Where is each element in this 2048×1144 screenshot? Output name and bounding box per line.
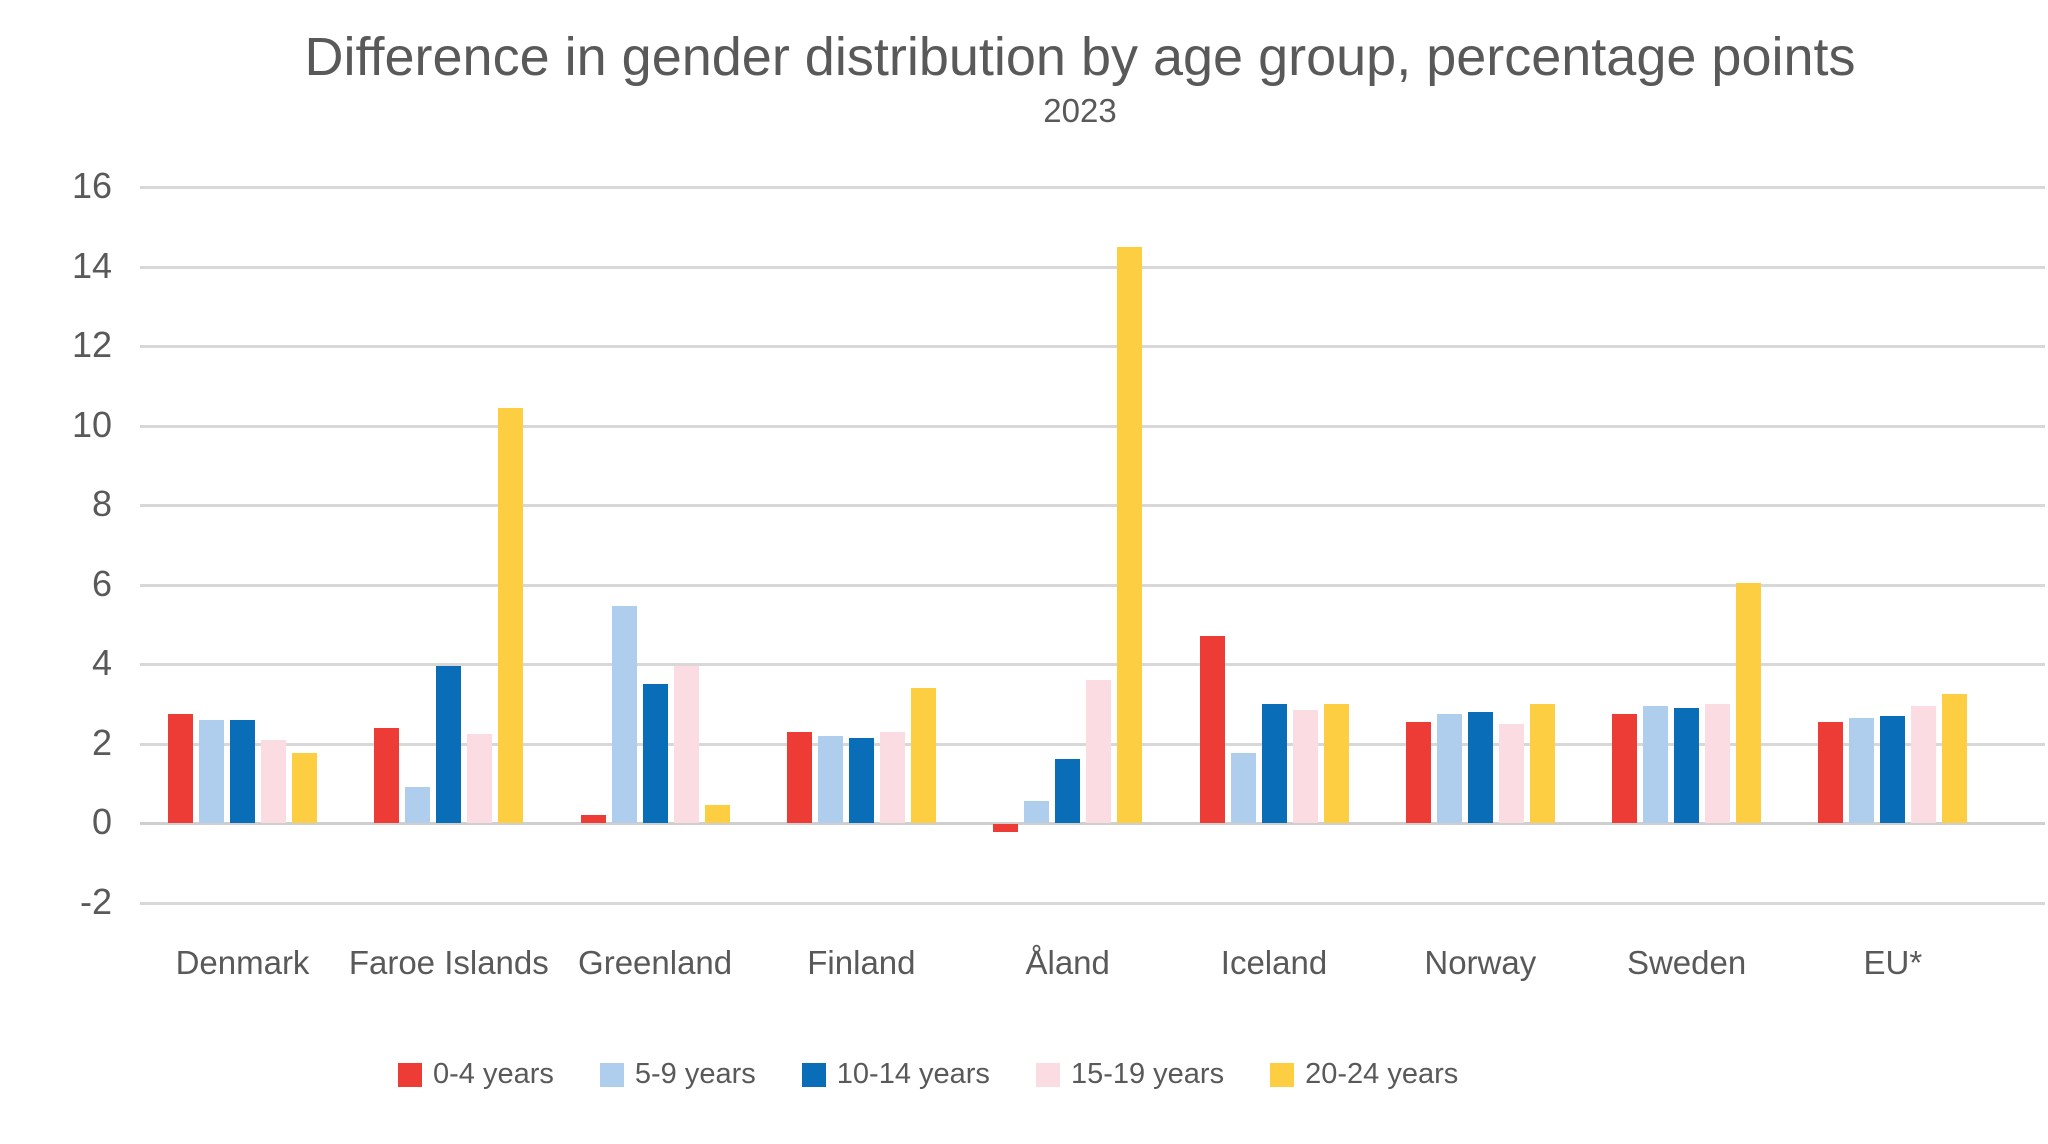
x-category-label-eu-: EU* [1863,944,1923,981]
bar-norway-0-4-years [1405,721,1431,823]
y-gridline-6 [140,583,2045,587]
bar-faroe-islands-15-19-years [467,733,493,823]
bar-faroe-islands-20-24-years [498,407,524,823]
bar-finland-15-19-years [879,731,905,823]
bar-finland-20-24-years [910,687,936,823]
y-tick-label-12: 12 [71,324,112,365]
bar-norway-10-14-years [1467,711,1493,823]
bar-finland-0-4-years [786,731,812,823]
bar-eu--15-19-years [1911,705,1937,823]
legend-swatch-icon [599,1062,624,1087]
y-tick-label-16: 16 [71,165,112,206]
legend-label: 10-14 years [836,1058,990,1090]
bar-denmark-15-19-years [261,739,286,823]
bar-denmark-5-9-years [199,719,224,823]
legend-label: 0-4 years [433,1058,554,1090]
bar-sweden-10-14-years [1674,707,1700,823]
bar-eu--0-4-years [1818,721,1844,823]
legend-label: 5-9 years [634,1058,756,1090]
bar-denmark-10-14-years [230,719,255,823]
bar-faroe-islands-5-9-years [405,787,431,823]
bar-iceland-0-4-years [1199,636,1225,823]
legend-item-15-19-years: 15-19 years [1035,1058,1225,1091]
bar-denmark-20-24-years [292,753,317,823]
bar-greenland-0-4-years [580,815,606,823]
bar--land-15-19-years [1086,679,1112,823]
x-category-label-faroe-islands: Faroe Islands [348,944,549,981]
y-gridline-0 [140,822,2045,825]
bar-greenland-5-9-years [611,606,637,823]
legend-item-0-4-years: 0-4 years [398,1058,554,1091]
bar-greenland-20-24-years [704,805,730,823]
y-gridline--2 [140,901,2045,905]
y-gridline-14 [140,265,2045,269]
y-tick-label--2: -2 [79,880,112,922]
bar-sweden-5-9-years [1643,705,1669,823]
x-category-label-sweden: Sweden [1626,944,1747,981]
bar-eu--20-24-years [1942,693,1968,823]
bar-greenland-15-19-years [673,665,699,823]
legend-swatch-icon [1035,1062,1060,1087]
y-gridline-10 [140,424,2045,428]
bar-finland-10-14-years [848,737,874,823]
chart-subtitle: 2023 [1043,92,1117,129]
bar-denmark-0-4-years [168,713,193,823]
bar-eu--10-14-years [1880,715,1906,823]
bar-iceland-15-19-years [1292,709,1318,823]
y-gridline-16 [140,186,2045,189]
chart-title: Difference in gender distribution by age… [304,27,1856,87]
x-category-label-denmark: Denmark [175,944,310,981]
bar-norway-20-24-years [1529,703,1555,823]
legend-item-10-14-years: 10-14 years [801,1058,990,1091]
y-tick-label-2: 2 [91,721,112,763]
x-category-label-finland: Finland [807,944,916,981]
y-tick-label-6: 6 [91,562,112,604]
bar-iceland-10-14-years [1261,703,1287,823]
bar-greenland-10-14-years [642,683,668,823]
bar-faroe-islands-10-14-years [436,665,462,823]
legend: 0-4 years 5-9 years 10-14 years 15-19 years… [398,1058,1458,1091]
y-tick-label-10: 10 [71,403,112,445]
x-category-label-greenland: Greenland [578,944,733,981]
bar-norway-15-19-years [1498,723,1524,823]
bar--land-20-24-years [1117,246,1143,823]
bar-sweden-15-19-years [1705,703,1731,823]
legend-item-5-9-years: 5-9 years [599,1058,756,1091]
bar-eu--5-9-years [1849,717,1875,823]
y-tick-label-8: 8 [91,483,112,524]
y-gridline-4 [140,663,2045,666]
legend-item-20-24-years: 20-24 years [1270,1058,1458,1091]
y-tick-label-0: 0 [91,801,112,842]
y-tick-label-4: 4 [91,642,112,683]
legend-swatch-icon [1270,1062,1295,1087]
bar-iceland-20-24-years [1323,703,1349,823]
legend-swatch-icon [398,1062,422,1087]
x-category-label-norway: Norway [1424,944,1537,981]
bar-iceland-5-9-years [1230,753,1256,823]
y-tick-label-14: 14 [71,244,112,286]
bar-faroe-islands-0-4-years [374,727,400,823]
y-gridline-12 [140,345,2045,348]
x-category-label--land: Åland [1025,944,1110,981]
bar-sweden-20-24-years [1736,582,1762,823]
x-category-label-iceland: Iceland [1220,944,1328,981]
plot-area [140,186,2045,905]
bar-finland-5-9-years [817,735,843,823]
bar-sweden-0-4-years [1612,713,1638,823]
bar-norway-5-9-years [1436,713,1462,823]
bar--land-10-14-years [1055,759,1081,823]
y-gridline-8 [140,504,2045,507]
legend-label: 15-19 years [1070,1058,1225,1090]
bar--land-0-4-years [993,824,1019,832]
legend-label: 20-24 years [1305,1058,1459,1090]
bar--land-5-9-years [1024,801,1050,823]
legend-swatch-icon [801,1062,826,1087]
